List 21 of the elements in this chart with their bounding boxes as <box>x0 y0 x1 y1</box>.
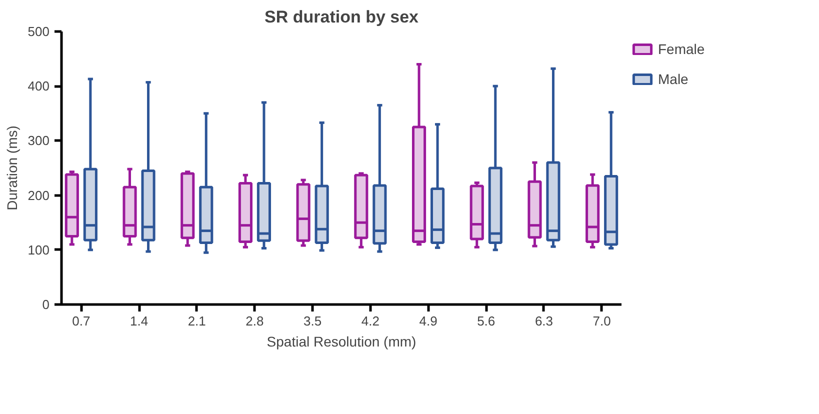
x-tick-label: 2.1 <box>188 314 206 328</box>
y-tick-label: 200 <box>28 188 50 203</box>
x-tick-label: 5.6 <box>477 314 496 328</box>
x-tick-label: 4.9 <box>419 314 438 328</box>
y-tick-label: 100 <box>28 242 50 258</box>
y-tick-label: 300 <box>28 133 50 148</box>
legend-label: Male <box>658 71 688 87</box>
x-tick-label: 2.8 <box>246 314 264 328</box>
x-tick-label: 0.7 <box>72 314 90 328</box>
x-tick-label: 3.5 <box>304 314 322 328</box>
y-tick-label: 500 <box>28 24 50 39</box>
y-tick-label: 400 <box>28 78 50 94</box>
chart-title: SR duration by sex <box>264 8 420 26</box>
x-tick-label: 6.3 <box>534 314 554 328</box>
x-tick-label: 7.0 <box>592 314 611 328</box>
y-tick-label: 0 <box>42 297 50 312</box>
x-axis-title: Spatial Resolution (mm) <box>266 334 416 350</box>
x-tick-label: 4.2 <box>361 314 380 328</box>
y-axis-title: Duration (ms) <box>4 126 20 210</box>
x-tick-label: 1.4 <box>130 314 148 328</box>
legend-label: Female <box>658 41 705 57</box>
